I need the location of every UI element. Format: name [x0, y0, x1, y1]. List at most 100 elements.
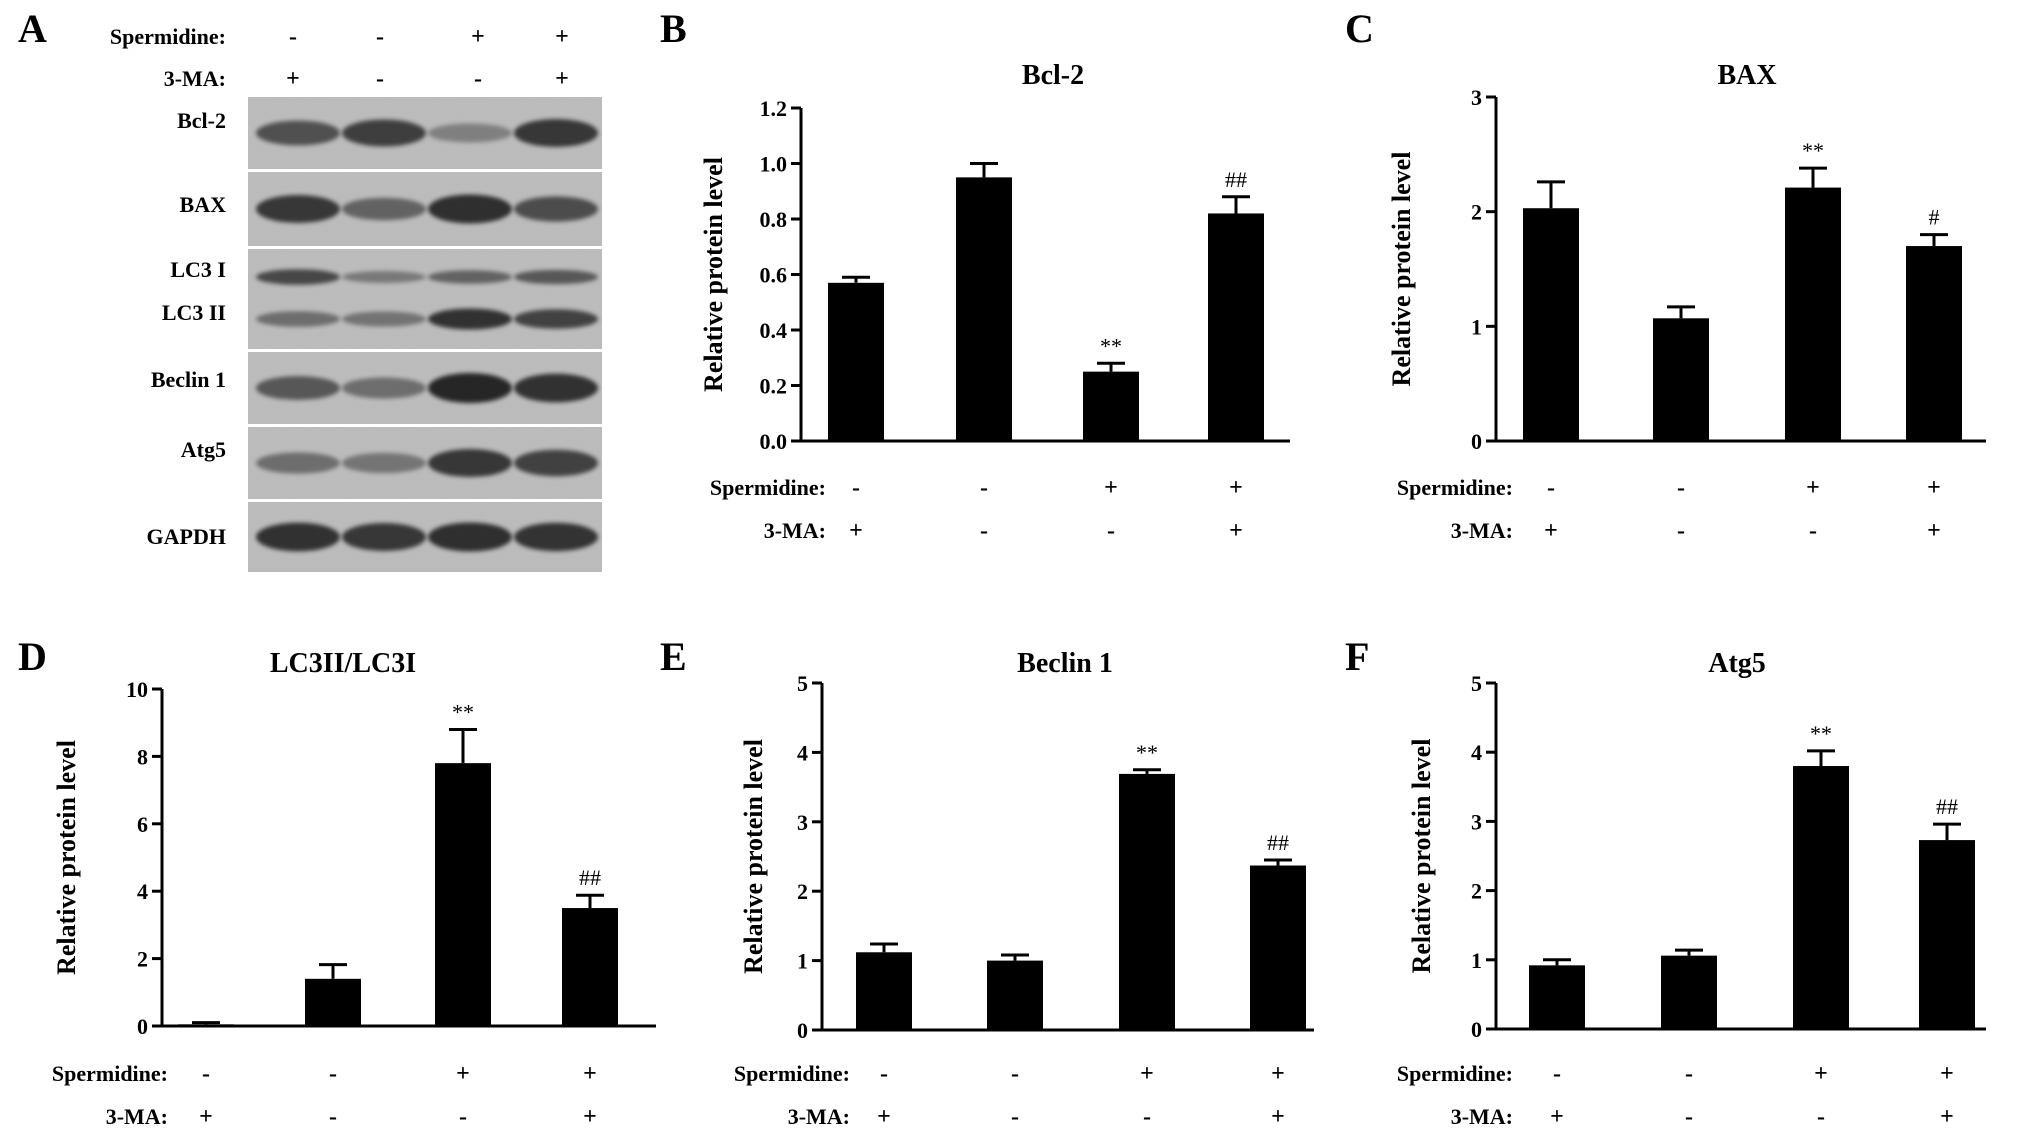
spermidine-mark: +	[1940, 1061, 1954, 1087]
spermidine-mark: +	[1814, 1061, 1828, 1087]
y-tick-label: 0	[1471, 429, 1482, 454]
y-axis-label: Relative protein level	[52, 740, 81, 975]
significance-annotation: ##	[1267, 830, 1289, 855]
bar	[1653, 318, 1709, 441]
spermidine-mark: -	[1553, 1061, 1561, 1087]
blot-label: LC3 I	[170, 257, 226, 282]
ma-mark: +	[1271, 1104, 1285, 1130]
ma-mark: -	[459, 1104, 467, 1130]
blot-ma-mark: +	[555, 66, 569, 92]
panel-letter: C	[1345, 6, 1374, 51]
spermidine-mark: -	[1685, 1061, 1693, 1087]
y-tick-label: 1	[1471, 314, 1482, 339]
chart-panel-b: B Bcl-2 Relative protein level 0.0 0.2 0.4 0.6…	[660, 6, 1290, 544]
chart-title: Atg5	[1708, 648, 1766, 679]
y-tick-label: 1.2	[760, 96, 788, 121]
blot-ma-mark: -	[376, 66, 384, 92]
ma-mark: +	[583, 1104, 597, 1130]
spermidine-mark: -	[980, 475, 988, 501]
blot-band	[514, 522, 598, 552]
bar	[1661, 955, 1717, 1029]
significance-annotation: **	[1810, 721, 1832, 746]
panel-letter: B	[660, 6, 687, 51]
y-tick-label: 2	[1471, 200, 1482, 225]
bar	[1083, 371, 1139, 441]
panel-letter: E	[660, 634, 687, 679]
significance-annotation: ##	[579, 865, 601, 890]
blot-band	[256, 269, 340, 285]
blot-label: Bcl-2	[177, 108, 226, 133]
chart-panel-c: C BAX Relative protein level 0 1 2 3 - + - - ** + - # +…	[1345, 6, 1986, 544]
panel-letter: D	[18, 634, 47, 679]
y-axis-label: Relative protein level	[1387, 152, 1416, 387]
y-tick-label: 0.0	[760, 429, 788, 454]
ma-label: 3-MA:	[788, 1104, 850, 1129]
y-tick-label: 10	[126, 677, 148, 702]
y-tick-label: 1	[797, 949, 808, 974]
bar	[1208, 213, 1264, 441]
blot-band	[342, 311, 426, 327]
y-tick-label: 0.4	[760, 318, 788, 343]
chart-panel-e: E Beclin 1 Relative protein level 0 1 2 3 4 5 - + -…	[660, 634, 1314, 1130]
ma-label: 3-MA:	[1451, 518, 1513, 543]
blot-label: GAPDH	[147, 524, 226, 549]
bar	[1250, 865, 1306, 1030]
bar	[1906, 246, 1962, 441]
blot-band	[514, 119, 598, 147]
blot-band	[428, 522, 512, 552]
y-tick-label: 0	[137, 1014, 148, 1039]
blot-labels: Bcl-2 BAX LC3 I LC3 II Beclin 1 Atg5 GAPDH	[147, 108, 227, 549]
ma-mark: +	[1927, 518, 1941, 544]
blot-band	[342, 452, 426, 474]
y-tick-label: 3	[797, 810, 808, 835]
blot-band	[256, 522, 340, 552]
bar	[987, 960, 1043, 1030]
bar	[562, 908, 618, 1026]
blot-band	[256, 311, 340, 327]
chart-title: LC3II/LC3I	[270, 648, 416, 679]
chart-title: Bcl-2	[1022, 60, 1084, 91]
blot-row	[248, 502, 602, 572]
spermidine-label: Spermidine:	[52, 1061, 168, 1086]
blot-band	[428, 308, 512, 330]
significance-annotation: **	[452, 699, 474, 724]
blot-treatment-marks: - + - - + - + +	[286, 24, 569, 92]
ma-mark: -	[1143, 1104, 1151, 1130]
significance-annotation: **	[1802, 138, 1824, 163]
significance-annotation: ##	[1936, 794, 1958, 819]
blot-row	[248, 352, 602, 424]
spermidine-mark: -	[880, 1061, 888, 1087]
blot-spermidine-mark: -	[289, 24, 297, 50]
ma-label: 3-MA:	[164, 66, 226, 91]
chart-title: BAX	[1717, 60, 1776, 91]
blot-row	[248, 427, 602, 499]
y-tick-label: 5	[1471, 671, 1482, 696]
y-tick-label: 3	[1471, 85, 1482, 110]
spermidine-mark: -	[1547, 475, 1555, 501]
ma-mark: -	[329, 1104, 337, 1130]
blot-band	[428, 449, 512, 477]
bar	[1119, 773, 1175, 1030]
bar	[956, 177, 1012, 441]
blot-band	[256, 452, 340, 474]
panel-a-letter: A	[18, 6, 47, 51]
blot-band	[514, 269, 598, 285]
significance-annotation: #	[1929, 205, 1940, 230]
ma-mark: +	[199, 1104, 213, 1130]
y-tick-label: 1	[1471, 948, 1482, 973]
spermidine-label: Spermidine:	[1397, 1061, 1513, 1086]
ma-mark: +	[1544, 518, 1558, 544]
chart-panel-d: D LC3II/LC3I Relative protein level 0 2 4 6 8 10…	[18, 634, 656, 1130]
spermidine-mark: -	[202, 1061, 210, 1087]
spermidine-mark: -	[329, 1061, 337, 1087]
ma-label: 3-MA:	[1451, 1104, 1513, 1129]
bar-charts: B Bcl-2 Relative protein level 0.0 0.2 0.4 0.6…	[18, 6, 1986, 1130]
blot-band	[514, 373, 598, 403]
blot-label: Beclin 1	[151, 367, 226, 392]
y-tick-label: 0.2	[760, 374, 788, 399]
blot-spermidine-mark: -	[376, 24, 384, 50]
blot-band	[342, 197, 426, 221]
y-tick-label: 4	[797, 740, 808, 765]
ma-mark: +	[1550, 1104, 1564, 1130]
y-tick-label: 0	[1471, 1017, 1482, 1042]
